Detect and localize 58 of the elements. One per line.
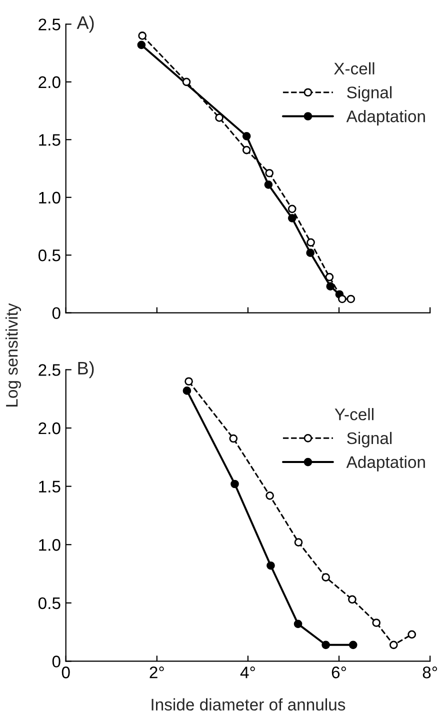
x-tick-label: 8° <box>422 666 438 678</box>
y-tick-label: 1.5 <box>39 480 60 493</box>
point <box>229 434 238 443</box>
point <box>288 204 296 214</box>
point <box>408 630 416 639</box>
y-tick-label: 1.0 <box>39 539 60 551</box>
point <box>230 480 239 488</box>
point <box>338 294 346 304</box>
y-tick-label: 2.0 <box>38 76 60 88</box>
point <box>242 146 251 154</box>
point <box>264 180 273 189</box>
legend-label: Signal <box>347 432 392 448</box>
y-tick-label: 1.5 <box>39 134 60 146</box>
y-tick-label: 2.5 <box>38 364 60 376</box>
point <box>326 282 335 290</box>
point <box>389 640 398 650</box>
x-tick-label: 4° <box>240 666 255 678</box>
y-axis-title: Log sensitivity <box>5 303 22 406</box>
y-tick-label: 2.0 <box>38 422 60 434</box>
y-tick-label: 1.0 <box>39 192 60 204</box>
x-tick-label: 6° <box>332 666 346 678</box>
point <box>322 573 330 582</box>
point <box>288 214 296 222</box>
point <box>325 272 334 282</box>
point <box>322 640 330 650</box>
x-tick-label: 2° <box>150 666 164 678</box>
point <box>138 32 147 40</box>
y-tick-label: 0 <box>52 307 60 320</box>
point <box>265 168 274 178</box>
point <box>294 538 303 546</box>
point <box>348 595 356 604</box>
point <box>182 386 192 395</box>
y-tick-label: 0 <box>52 656 60 668</box>
legend-label: Adaptation <box>346 110 425 126</box>
point <box>137 40 146 50</box>
point <box>266 491 274 500</box>
y-tick-label: 0.5 <box>38 597 60 610</box>
point <box>346 294 356 304</box>
x-tick-label: 0 <box>62 666 70 678</box>
point <box>266 561 275 570</box>
legend-label: Signal <box>347 86 392 102</box>
point <box>372 618 381 627</box>
point <box>184 377 193 386</box>
legend-title: Y-cell <box>334 408 374 420</box>
y-tick-label: 2.5 <box>38 18 60 30</box>
y-tick-label: 0.5 <box>38 250 60 262</box>
point <box>294 620 302 628</box>
point <box>348 640 358 650</box>
legend-title: X-cell <box>334 62 374 75</box>
point <box>182 78 191 86</box>
point <box>306 248 314 257</box>
chart-title: B) <box>78 361 94 378</box>
legend-label: Adaptation <box>346 456 425 472</box>
point <box>306 238 315 247</box>
x-axis-title: Inside diameter of annulus <box>152 698 346 711</box>
point <box>215 114 224 122</box>
chart-title: A) <box>76 16 94 33</box>
point <box>242 132 251 140</box>
